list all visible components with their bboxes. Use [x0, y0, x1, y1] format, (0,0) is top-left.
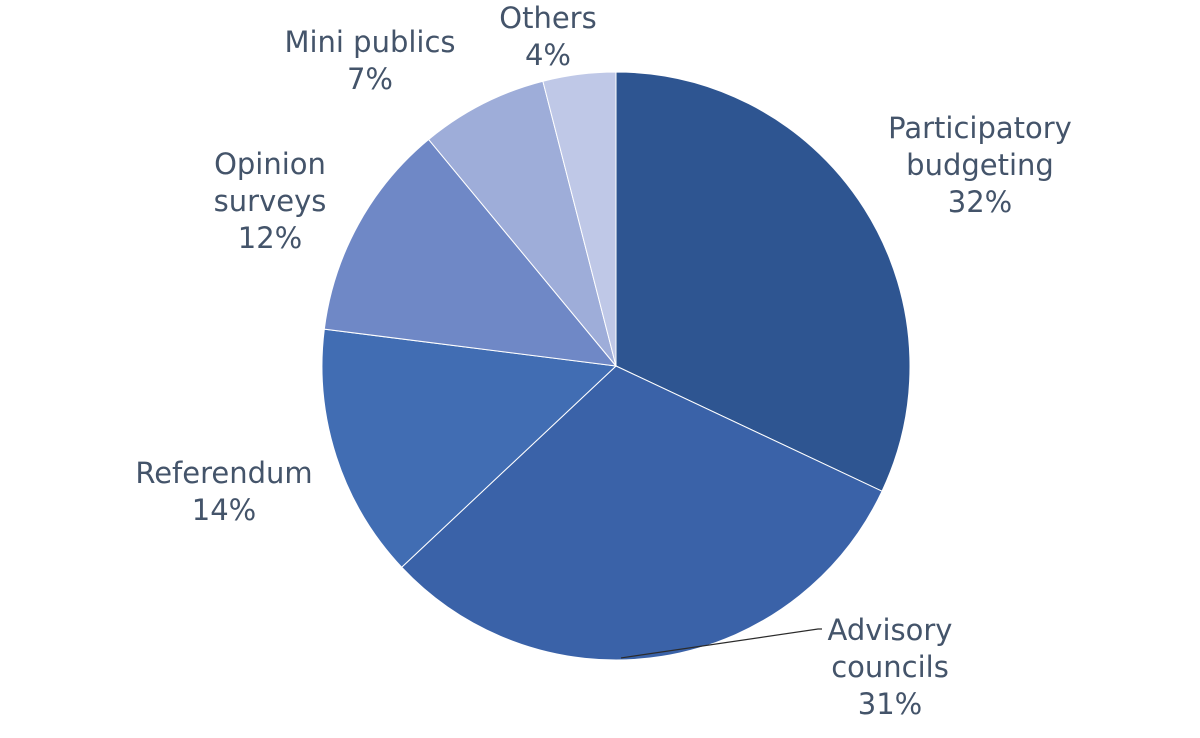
pie-slice-referendum [321, 328, 618, 568]
pie-slice-others [542, 71, 617, 367]
slice-category-label-advisory-councils: councils [831, 650, 949, 684]
slice-value-label-referendum: 14% [192, 493, 256, 527]
pie-slice-opinion-surveys [323, 138, 618, 367]
leader-line-advisory-councils [620, 628, 822, 659]
slice-category-label-others: Others [499, 1, 596, 35]
pie-slice-advisory-councils [400, 365, 883, 661]
slice-value-label-advisory-councils: 31% [858, 687, 922, 721]
slice-category-label-advisory-councils: Advisory [828, 613, 953, 647]
pie-slice-mini-publics [427, 80, 617, 367]
slice-category-label-referendum: Referendum [135, 456, 312, 490]
slice-value-label-participatory-budgeting: 32% [948, 185, 1012, 219]
slice-category-label-opinion-surveys: Opinion [214, 147, 326, 181]
pie-slice-participatory-budgeting [615, 71, 911, 492]
leader-lines-layer [620, 628, 822, 659]
slice-value-label-mini-publics: 7% [347, 62, 393, 96]
slice-value-label-others: 4% [525, 38, 571, 72]
slice-category-label-participatory-budgeting: Participatory [888, 111, 1072, 145]
slice-category-label-participatory-budgeting: budgeting [906, 148, 1054, 182]
slice-category-label-opinion-surveys: surveys [214, 184, 327, 218]
slices-layer [321, 71, 911, 661]
slice-value-label-opinion-surveys: 12% [238, 221, 302, 255]
slice-category-label-mini-publics: Mini publics [284, 25, 455, 59]
